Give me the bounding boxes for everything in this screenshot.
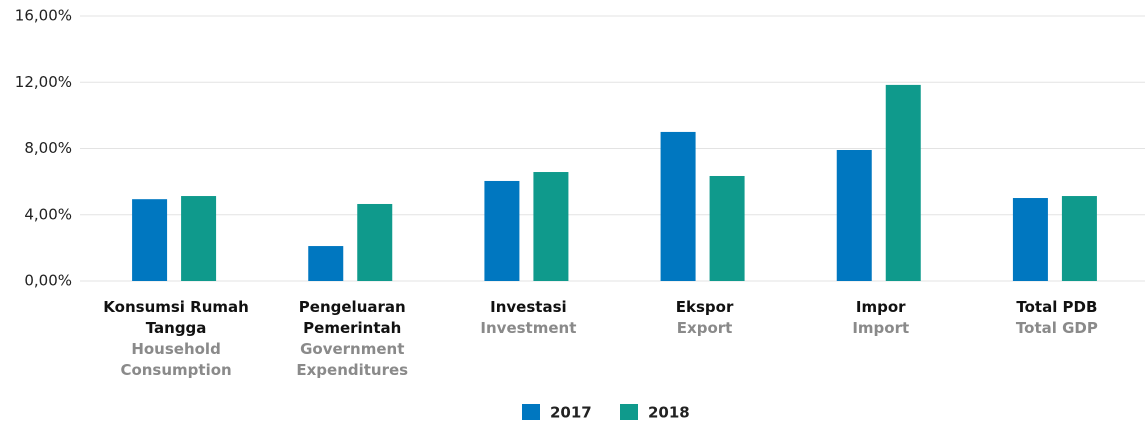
y-tick-label: 16,00% — [15, 7, 72, 25]
bar — [181, 196, 217, 281]
x-tick-label-en: Household Consumption — [120, 340, 232, 379]
legend-label: 2017 — [550, 404, 592, 422]
bar — [709, 175, 745, 281]
bar — [885, 84, 921, 282]
x-tick-label: Total PDB — [1016, 298, 1098, 316]
y-tick-label: 4,00% — [24, 205, 72, 223]
x-tick-label: Impor — [855, 298, 906, 316]
x-tick-label-en: Total GDP — [1015, 319, 1098, 337]
x-tick-label: Ekspor — [675, 298, 734, 316]
x-tick-label: Investasi — [490, 298, 567, 316]
x-tick-label: Konsumsi Rumah Tangga — [103, 298, 249, 337]
bar — [484, 180, 520, 281]
y-tick-label: 0,00% — [24, 272, 72, 290]
x-tick-label: Pengeluaran Pemerintah — [298, 298, 406, 337]
bar — [836, 149, 872, 281]
bar — [660, 131, 696, 281]
x-tick-label-en: Investment — [480, 319, 577, 337]
x-tick-label-en: Government Expenditures — [296, 340, 409, 379]
bar — [357, 203, 393, 281]
bar — [533, 172, 569, 281]
y-tick-label: 12,00% — [15, 73, 72, 91]
bar — [1012, 198, 1048, 281]
bar — [132, 199, 168, 281]
x-tick-label-en: Import — [852, 319, 910, 337]
legend-swatch — [522, 404, 540, 420]
bar — [308, 246, 344, 281]
x-tick-label-en: Export — [676, 319, 733, 337]
y-tick-label: 8,00% — [24, 139, 72, 157]
legend-label: 2018 — [648, 404, 690, 422]
legend-swatch — [620, 404, 638, 420]
bar — [1061, 196, 1097, 281]
